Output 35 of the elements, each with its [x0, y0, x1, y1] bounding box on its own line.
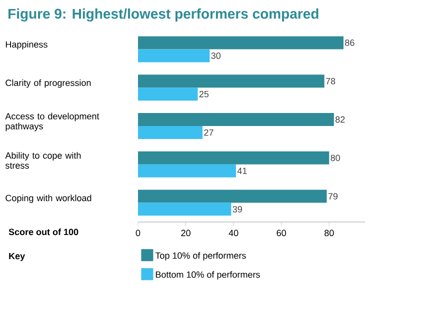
data-label: 82 [336, 116, 345, 123]
data-label: 78 [326, 78, 336, 84]
x-tick-label: 20 [181, 230, 190, 236]
bar [138, 88, 198, 101]
data-label: 41 [237, 168, 247, 174]
bar [138, 49, 210, 62]
y-tick-label: Access to development pathways [5, 112, 100, 132]
legend-label: Top 10% of performers [155, 252, 246, 261]
legend-label: Bottom 10% of performers [156, 271, 260, 280]
data-label: 86 [345, 40, 354, 46]
bar [138, 151, 330, 164]
data-label: 80 [330, 154, 340, 162]
bar [138, 74, 324, 88]
data-label: 39 [232, 206, 242, 212]
y-tick-label: Ability to cope with stress [5, 152, 81, 169]
bar [138, 202, 232, 216]
y-tick-label: Clarity of progression [6, 79, 91, 88]
data-label: 79 [328, 193, 338, 200]
chart-title: Figure 9: Highest/lowest performers compared [8, 8, 318, 22]
data-label: 27 [204, 129, 214, 136]
x-tick-label: 80 [324, 230, 334, 236]
bar [138, 190, 327, 203]
data-label: 25 [199, 90, 209, 98]
bar [138, 164, 236, 178]
y-tick-label: Happiness [6, 41, 48, 50]
bar [138, 112, 334, 126]
x-tick-label: 40 [228, 230, 238, 236]
y-tick-label: Coping with workload [6, 194, 92, 203]
legend-title: Key [9, 252, 25, 262]
x-tick-label: 60 [276, 230, 286, 236]
bar [138, 126, 203, 139]
x-axis-title: Score out of 100 [8, 228, 78, 236]
bar [138, 36, 344, 50]
data-label: 30 [211, 52, 221, 59]
x-tick-label: 0 [136, 230, 140, 236]
